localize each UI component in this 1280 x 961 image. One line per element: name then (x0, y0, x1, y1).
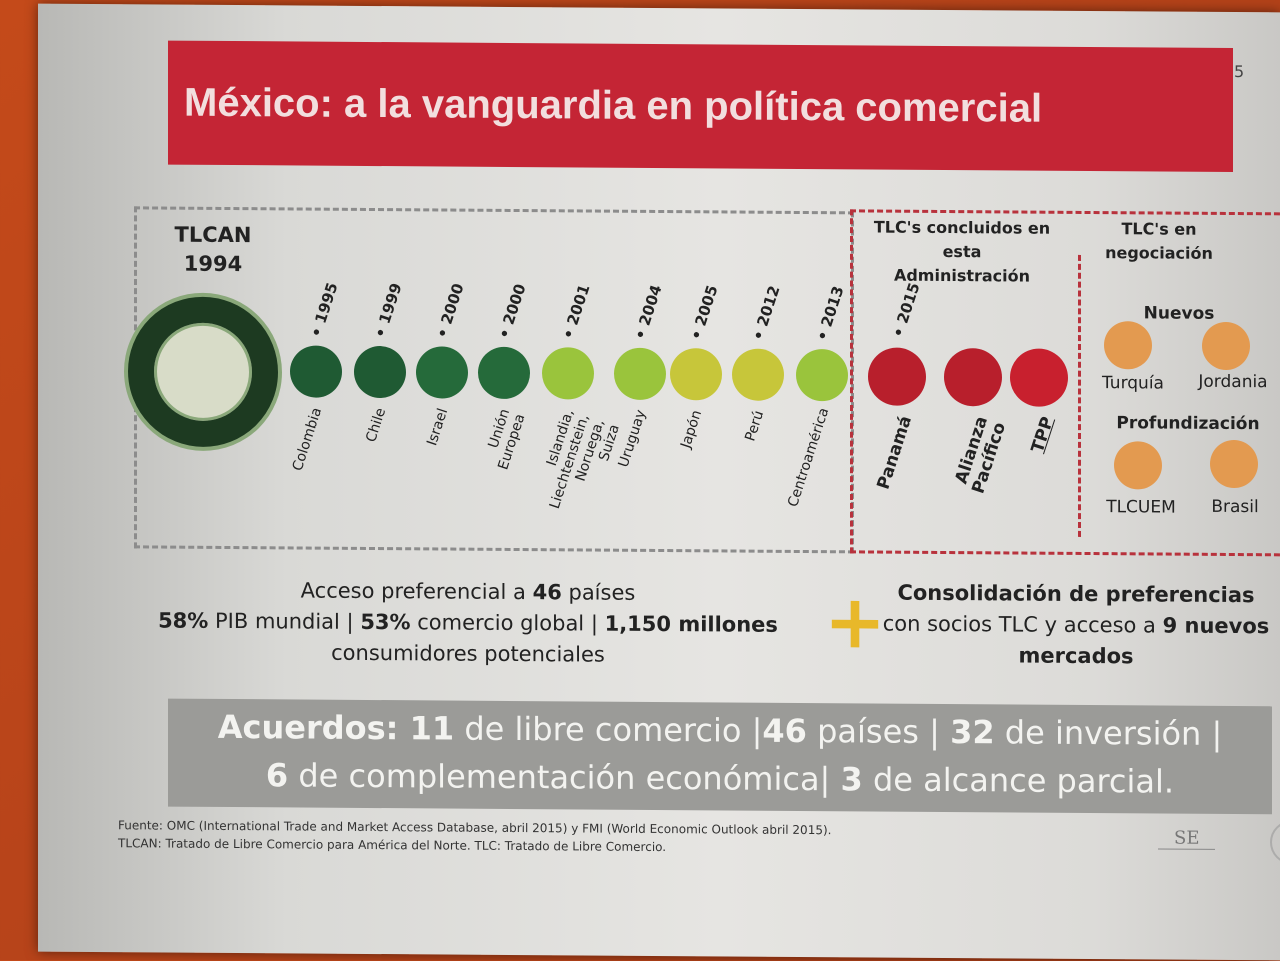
slide-title: México: a la vanguardia en política come… (184, 80, 1043, 131)
timeline-dot (732, 348, 784, 401)
tlcan-label: TLCAN 1994 (158, 221, 268, 280)
concluded-dot (944, 347, 1002, 407)
stats-right: Consolidación de preferencias con socios… (882, 580, 1270, 669)
timeline-dot (478, 346, 530, 400)
orange-dot-tlcuem (1114, 441, 1162, 490)
timeline-dot (614, 347, 666, 401)
timeline-dot (416, 346, 468, 399)
concluded-header: TLC's concluidos en esta Administración (873, 217, 1051, 286)
timeline-dot (670, 348, 722, 401)
footnotes: Fuente: OMC (International Trade and Mar… (118, 816, 831, 857)
tlcan-ring (128, 296, 278, 448)
timeline-dot (796, 348, 848, 402)
label-jordania: Jordania (1198, 371, 1268, 393)
timeline: • 1995 Colombia • 1999 Chile • 2000 Israel • 2… (38, 4, 1280, 511)
agreements-line-2: 6 de complementación económica| 3 de alc… (265, 756, 1175, 801)
title-bar: México: a la vanguardia en política come… (168, 40, 1233, 173)
page-number: 5 (1234, 62, 1245, 82)
stats-line-3: consumidores potenciales (331, 640, 605, 667)
label-brasil: Brasil (1211, 496, 1259, 518)
agreements-line-1: Acuerdos: 11 de libre comercio |46 paíse… (217, 707, 1223, 753)
slide: México: a la vanguardia en política come… (38, 3, 1280, 961)
concluded-dot (868, 347, 926, 406)
timeline-dot (354, 345, 406, 399)
timeline-dot (290, 345, 342, 398)
negotiation-header: TLC's en negociación (1105, 219, 1213, 263)
tlcan-name: TLCAN (174, 222, 252, 248)
stats-left: Acceso preferencial a 46 países 58% PIB … (138, 574, 798, 672)
label-turquia: Turquía (1102, 373, 1164, 394)
orange-dot-brasil (1210, 439, 1258, 489)
concluded-dot (1010, 348, 1068, 407)
tlcan-year: 1994 (183, 251, 243, 277)
box-divider (1078, 254, 1081, 537)
deepen-label: Profundización (1116, 413, 1260, 435)
timeline-dot (542, 347, 594, 400)
mexico-seal-icon (1270, 820, 1280, 865)
orange-dot-jordania (1202, 321, 1250, 371)
stats-line-2: 58% PIB mundial | 53% comercio global | … (158, 608, 778, 637)
orange-dot-turquia (1104, 321, 1152, 370)
stats-line-1: Acceso preferencial a 46 países (300, 578, 636, 605)
se-logo: SE (1158, 827, 1216, 850)
agreements-banner: Acuerdos: 11 de libre comercio |46 paíse… (168, 698, 1272, 815)
